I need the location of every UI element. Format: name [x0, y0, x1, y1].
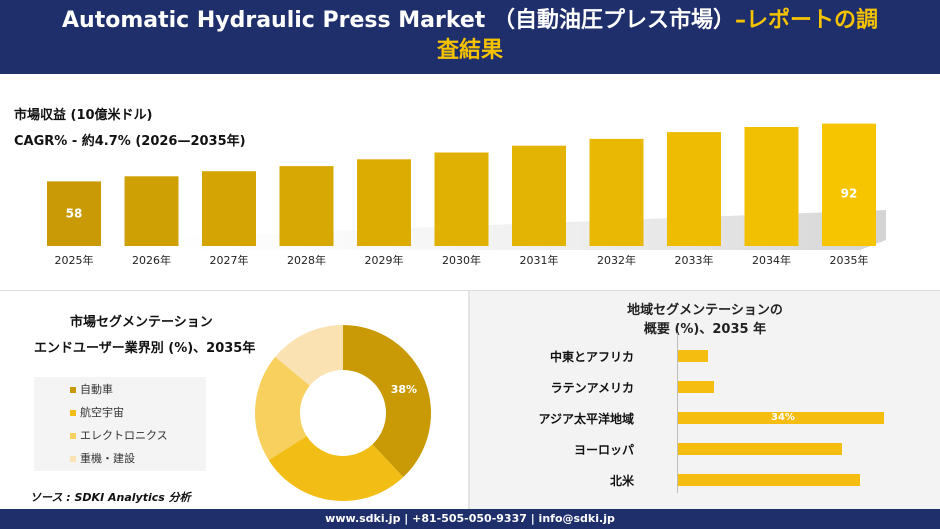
- legend-swatch: [70, 410, 76, 416]
- x-tick-label: 2026年: [132, 253, 171, 267]
- revenue-panel: 市場収益 (10億米ドル) CAGR% - 約4.7% (2026—2035年)…: [0, 74, 940, 288]
- legend-swatch: [70, 456, 76, 462]
- end-user-donut-chart: 38%: [255, 325, 432, 501]
- x-tick-label: 2031年: [520, 253, 559, 267]
- legend-label: 自動車: [80, 383, 113, 396]
- donut-slice: [343, 325, 432, 478]
- donut-slice: [268, 436, 404, 501]
- legend-label: 重機・建設: [80, 452, 135, 465]
- revenue-bar: [589, 138, 644, 246]
- x-tick-label: 2029年: [365, 253, 404, 267]
- legend-item: 自動車: [70, 381, 113, 397]
- revenue-bar: [124, 176, 179, 246]
- footer-contact: www.sdki.jp | +81-505-050-9337 | info@sd…: [0, 509, 940, 529]
- region-bar: [678, 350, 709, 362]
- revenue-bar: [434, 152, 489, 246]
- region-label: ラテンアメリカ: [550, 381, 634, 395]
- revenue-bar: [822, 123, 876, 246]
- region-label: 北米: [609, 474, 634, 488]
- legend-item: 航空宇宙: [70, 404, 124, 420]
- x-tick-label: 2034年: [752, 253, 791, 267]
- revenue-bar: [667, 132, 721, 246]
- region-bar: [678, 443, 842, 455]
- revenue-bar-chart: 2025年 58 2026年 2027年 2028年 2029年 2030年 2031年 203…: [40, 123, 886, 267]
- regional-axis: [677, 333, 678, 493]
- header-title-main: Automatic Hydraulic Press Market （自動油圧プレ…: [62, 8, 735, 33]
- region-bar: [678, 381, 715, 393]
- donut-slice: [275, 325, 343, 386]
- legend-label: エレクトロニクス: [80, 429, 168, 442]
- revenue-bar: [202, 171, 256, 246]
- region-label: ヨーロッパ: [573, 443, 634, 457]
- x-tick-label: 2028年: [287, 253, 326, 267]
- x-tick-label: 2030年: [442, 253, 481, 267]
- x-tick-label: 2035年: [830, 253, 869, 267]
- x-tick-label: 2033年: [675, 253, 714, 267]
- donut-slice: [255, 356, 310, 461]
- regional-title-line1: 地域セグメンテーションの: [627, 303, 783, 318]
- region-label: アジア太平洋地域: [538, 412, 634, 426]
- revenue-bar: [744, 127, 799, 246]
- cagr-label: CAGR% - 約4.7% (2026—2035年): [14, 134, 246, 149]
- revenue-bar: [357, 159, 411, 246]
- regional-title-line2: 概要 (%)、2035 年: [643, 322, 767, 337]
- header-title-accent-line2: 査結果: [436, 38, 503, 63]
- header-title-accent: –レポートの調: [734, 8, 878, 33]
- legend-label: 航空宇宙: [80, 406, 124, 419]
- segmentation-panel: 市場セグメンテーション エンドユーザー業界別 (%)、2035年 自動車航空宇宙…: [0, 290, 468, 509]
- x-tick-label: 2027年: [210, 253, 249, 267]
- report-header: Automatic Hydraulic Press Market （自動油圧プレ…: [0, 0, 940, 74]
- region-label: 中東とアフリカ: [549, 350, 634, 364]
- region-data-label: 34%: [771, 412, 795, 423]
- revenue-bar: [47, 181, 101, 246]
- revenue-label: 市場収益 (10億米ドル): [14, 108, 153, 123]
- source-note: ソース : SDKI Analytics 分析: [30, 491, 191, 504]
- regional-panel: 地域セグメンテーションの 概要 (%)、2035 年 中東とアフリカ ラテンアメリ…: [470, 290, 940, 509]
- header-line-1: Automatic Hydraulic Press Market （自動油圧プレ…: [0, 6, 940, 36]
- region-bar: [678, 412, 884, 424]
- legend-item: 重機・建設: [70, 450, 135, 466]
- x-tick-label: 2025年: [55, 253, 94, 267]
- legend-swatch: [70, 433, 76, 439]
- legend-item: エレクトロニクス: [70, 427, 168, 443]
- revenue-bar: [279, 166, 334, 246]
- legend-swatch: [70, 387, 76, 393]
- pie-legend: [34, 377, 206, 471]
- bar-data-label: 58: [66, 207, 83, 221]
- panel-divider: [468, 290, 470, 509]
- x-tick-label: 2032年: [597, 253, 636, 267]
- region-bar: [678, 474, 860, 486]
- donut-data-label: 38%: [391, 383, 417, 396]
- bar-data-label: 92: [841, 187, 858, 201]
- segmentation-title: 市場セグメンテーション: [70, 315, 213, 330]
- segmentation-subtitle: エンドユーザー業界別 (%)、2035年: [34, 341, 256, 356]
- revenue-bar: [512, 145, 566, 246]
